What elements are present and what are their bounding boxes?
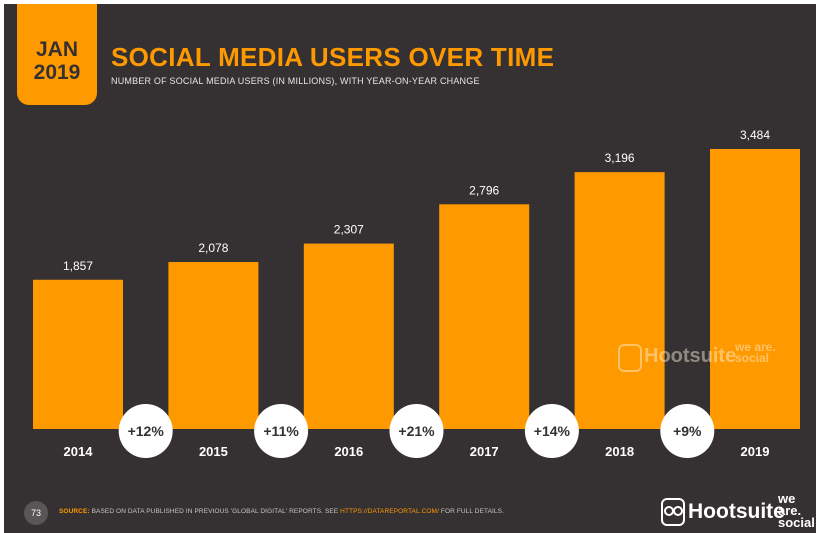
change-bubble-2 bbox=[254, 404, 309, 458]
change-label-5: +9% bbox=[673, 423, 702, 439]
slide: JAN 2019 SOCIAL MEDIA USERS OVER TIME NU… bbox=[4, 4, 816, 533]
brand-name: Hootsuite bbox=[688, 500, 785, 523]
date-month: JAN bbox=[35, 38, 78, 61]
value-label-2017: 2,796 bbox=[469, 183, 499, 197]
partner-logo: we are. social bbox=[778, 491, 815, 530]
source-text: BASED ON DATA PUBLISHED IN PREVIOUS 'GLO… bbox=[91, 508, 341, 515]
owl-watermark-icon bbox=[618, 344, 642, 372]
bar-chart: 1,857 2014 2,078 2015 2,307 2016 2,796 2017 3,19… bbox=[33, 128, 800, 459]
source-note: SOURCE: BASED ON DATA PUBLISHED IN PREVI… bbox=[59, 508, 504, 515]
value-label-2015: 2,078 bbox=[198, 241, 228, 255]
date-badge: JAN 2019 bbox=[17, 4, 97, 105]
watermark-brand: Hootsuite bbox=[644, 345, 737, 367]
category-label-2019: 2019 bbox=[741, 444, 770, 459]
watermark-partner: we are. social bbox=[735, 340, 776, 365]
change-label-4: +14% bbox=[534, 423, 571, 439]
hootsuite-logo: Hootsuite we are. social bbox=[661, 491, 815, 531]
change-label-3: +21% bbox=[398, 423, 435, 439]
source-suffix: FOR FULL DETAILS. bbox=[438, 508, 504, 515]
change-bubble-4 bbox=[524, 404, 579, 458]
source-label: SOURCE: bbox=[59, 508, 90, 515]
bar-2015 bbox=[168, 261, 259, 429]
change-label-2: +11% bbox=[263, 423, 299, 439]
change-bubble-5 bbox=[660, 404, 715, 458]
bar-2019 bbox=[710, 149, 800, 429]
bar-2017 bbox=[439, 204, 530, 429]
value-label-2016: 2,307 bbox=[334, 223, 364, 237]
change-bubble-1 bbox=[118, 404, 173, 458]
source-link[interactable]: HTTPS://DATAREPORTAL.COM/ bbox=[340, 508, 439, 515]
category-label-2017: 2017 bbox=[470, 444, 499, 459]
bar-2014 bbox=[33, 279, 123, 429]
bar-2016 bbox=[303, 243, 394, 429]
value-label-2014: 1,857 bbox=[63, 259, 93, 273]
category-label-2015: 2015 bbox=[199, 444, 228, 459]
change-label-1: +12% bbox=[128, 423, 165, 439]
category-label-2014: 2014 bbox=[64, 444, 94, 459]
value-label-2019: 3,484 bbox=[740, 128, 770, 142]
change-bubble-3 bbox=[389, 404, 444, 458]
hootsuite-watermark: Hootsuite we are. social bbox=[618, 340, 798, 382]
page-number: 73 bbox=[24, 501, 48, 525]
value-label-2018: 3,196 bbox=[605, 151, 635, 165]
category-label-2016: 2016 bbox=[334, 444, 363, 459]
category-label-2018: 2018 bbox=[605, 444, 634, 459]
chart-title: SOCIAL MEDIA USERS OVER TIME bbox=[111, 42, 555, 72]
owl-logo-icon bbox=[661, 498, 685, 526]
bar-2018 bbox=[574, 172, 665, 429]
date-year: 2019 bbox=[33, 61, 81, 84]
chart-subtitle: NUMBER OF SOCIAL MEDIA USERS (IN MILLION… bbox=[111, 76, 480, 86]
